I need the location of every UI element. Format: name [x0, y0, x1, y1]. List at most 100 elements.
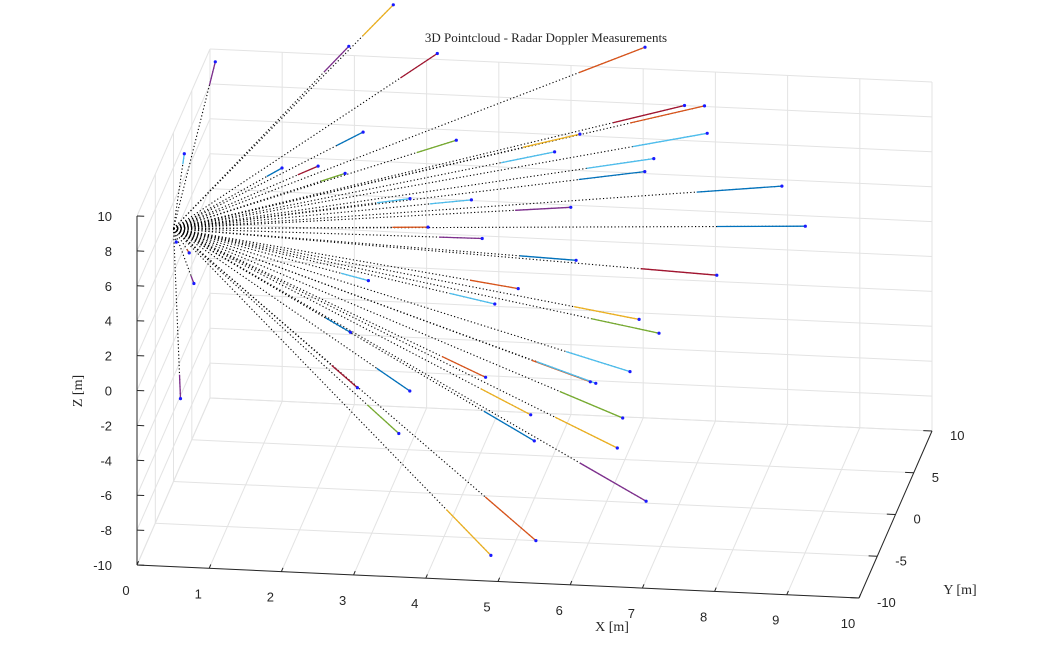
ray-line — [173, 158, 654, 230]
x-tick-label: 10 — [841, 616, 855, 631]
ray-line — [173, 228, 531, 416]
doppler-segment — [579, 462, 647, 502]
back-wall-grid-line — [209, 362, 933, 397]
side-wall-grid-line — [136, 258, 211, 426]
measurement-point — [702, 104, 707, 108]
measurement-point — [780, 184, 784, 188]
measurement-point — [574, 258, 578, 262]
doppler-segment — [400, 52, 438, 79]
measurement-point — [397, 431, 401, 436]
measurement-point — [682, 103, 687, 108]
axis-grid — [136, 48, 933, 599]
measurement-point — [426, 225, 430, 229]
y-tick-label: 10 — [950, 428, 964, 443]
ray-line — [173, 53, 438, 229]
z-tick-label: -10 — [93, 558, 112, 573]
y-tick-label: -5 — [895, 553, 907, 568]
doppler-segment — [441, 355, 486, 378]
z-tick-label: 10 — [98, 209, 112, 224]
measurement-point — [187, 251, 191, 255]
ray-line — [173, 172, 346, 230]
doppler-segment — [416, 139, 457, 154]
doppler-segment — [208, 61, 216, 86]
doppler-segment — [484, 496, 537, 542]
ray-line — [173, 171, 645, 230]
z-tick-label: 2 — [105, 349, 112, 364]
back-wall-grid-line — [209, 397, 933, 432]
side-wall-grid-line — [136, 153, 211, 321]
measurement-point — [657, 331, 661, 335]
ray-line — [173, 227, 660, 334]
ray-line — [173, 165, 319, 230]
ray-line — [173, 228, 492, 556]
back-wall-grid-line — [209, 83, 933, 118]
measurement-point — [347, 44, 351, 48]
ray-line — [173, 46, 646, 230]
measurement-point — [628, 370, 632, 374]
ray-line — [173, 228, 486, 378]
y-axis-label: Y [m] — [943, 583, 976, 598]
ray-line — [173, 227, 519, 290]
doppler-segment — [559, 390, 623, 419]
x-tick-label: 1 — [195, 586, 202, 601]
doppler-segment — [586, 157, 654, 170]
doppler-segment — [469, 279, 519, 290]
ray-line — [172, 228, 182, 399]
ray-line — [173, 227, 483, 240]
measurement-point — [366, 279, 370, 283]
measurement-point — [516, 287, 520, 291]
back-wall-grid-line — [209, 223, 933, 257]
measurement-point — [489, 553, 493, 558]
ray-line — [173, 167, 283, 229]
doppler-segment — [578, 46, 646, 74]
z-tick-label: 4 — [105, 314, 112, 329]
doppler-segment — [573, 305, 640, 321]
x-tick-label: 8 — [700, 609, 707, 624]
z-tick-label: 6 — [105, 279, 112, 294]
x-tick-mark — [208, 564, 212, 569]
doppler-segment — [501, 151, 555, 164]
back-wall-grid-line — [209, 257, 933, 292]
side-wall-grid-line — [136, 188, 211, 356]
x-tick-mark — [786, 590, 789, 595]
x-tick-mark — [714, 587, 717, 592]
doppler-segment — [376, 367, 411, 392]
side-wall-grid-line — [136, 327, 211, 496]
back-wall-grid-line — [209, 292, 933, 327]
x-tick-mark — [280, 567, 284, 572]
doppler-segment — [632, 132, 708, 148]
measurement-point — [316, 164, 320, 168]
measurement-point — [578, 132, 582, 136]
measurement-point — [493, 302, 497, 306]
measurement-point — [192, 281, 196, 286]
side-wall-grid-line — [136, 362, 211, 531]
measurement-point — [643, 45, 647, 49]
measurement-point — [480, 236, 484, 241]
doppler-segment — [578, 170, 645, 181]
ray-line — [173, 227, 596, 384]
doppler-segment — [376, 197, 411, 204]
z-tick-label: -2 — [100, 418, 112, 433]
x-tick-label: 7 — [628, 606, 635, 621]
doppler-segment — [438, 236, 483, 240]
y-tick-label: -10 — [877, 595, 896, 610]
ray-line — [173, 139, 457, 230]
measurement-point — [454, 138, 458, 142]
x-tick-label: 2 — [267, 590, 274, 605]
x-tick-label: 9 — [772, 613, 779, 628]
doppler-segment — [449, 292, 495, 305]
ray-line — [173, 132, 708, 230]
doppler-segment — [696, 185, 782, 193]
measurement-point — [621, 416, 625, 420]
measurement-point — [355, 386, 359, 390]
doppler-segment — [515, 206, 571, 211]
measurement-point — [408, 389, 412, 393]
doppler-segment — [266, 167, 283, 177]
doppler-segment — [178, 374, 182, 399]
ray-line — [173, 227, 631, 373]
doppler-segment — [297, 165, 319, 176]
x-tick-mark — [425, 574, 428, 579]
doppler-segment — [554, 416, 618, 449]
side-wall-grid-line — [136, 48, 211, 217]
ray-line — [173, 228, 190, 254]
